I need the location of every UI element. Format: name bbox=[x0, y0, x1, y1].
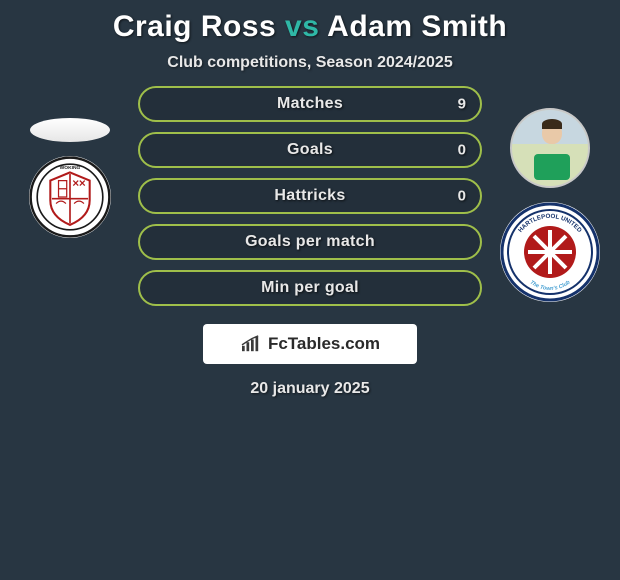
stat-label: Min per goal bbox=[261, 279, 359, 297]
stat-right-value: 9 bbox=[458, 96, 466, 113]
photo-hair bbox=[542, 119, 562, 129]
branding-text: FcTables.com bbox=[268, 334, 380, 354]
stat-label: Goals per match bbox=[245, 233, 375, 251]
player-a-club-crest: WOKING bbox=[29, 156, 111, 238]
svg-text:WOKING: WOKING bbox=[60, 165, 81, 171]
player-b-photo bbox=[510, 108, 590, 188]
comparison-row: WOKING Matches 9 Goals 0 Hattricks 0 Goa… bbox=[0, 86, 620, 398]
stats-column: Matches 9 Goals 0 Hattricks 0 Goals per … bbox=[130, 86, 490, 398]
page-title: Craig Ross vs Adam Smith bbox=[0, 0, 620, 48]
player-a-name: Craig Ross bbox=[113, 10, 276, 43]
stat-label: Goals bbox=[287, 141, 333, 159]
stat-bar-hattricks: Hattricks 0 bbox=[138, 178, 482, 214]
date-line: 20 january 2025 bbox=[138, 380, 482, 398]
stat-bar-mpg: Min per goal bbox=[138, 270, 482, 306]
vs-separator: vs bbox=[285, 10, 319, 43]
hartlepool-crest-icon: HARTLEPOOL UNITED The Town's Club bbox=[500, 202, 600, 302]
stat-bar-goals: Goals 0 bbox=[138, 132, 482, 168]
player-b-club-crest: HARTLEPOOL UNITED The Town's Club bbox=[500, 202, 600, 302]
fctables-chart-icon bbox=[240, 335, 262, 353]
photo-jersey bbox=[534, 154, 570, 180]
player-b-name: Adam Smith bbox=[327, 10, 507, 43]
stat-right-value: 0 bbox=[458, 142, 466, 159]
branding-box: FcTables.com bbox=[203, 324, 417, 364]
subtitle: Club competitions, Season 2024/2025 bbox=[0, 54, 620, 72]
stat-label: Hattricks bbox=[274, 187, 345, 205]
stat-right-value: 0 bbox=[458, 188, 466, 205]
player-a-photo bbox=[30, 118, 110, 142]
stat-bar-matches: Matches 9 bbox=[138, 86, 482, 122]
stat-label: Matches bbox=[277, 95, 343, 113]
right-column: HARTLEPOOL UNITED The Town's Club bbox=[490, 86, 610, 302]
woking-crest-icon: WOKING bbox=[29, 156, 111, 238]
left-column: WOKING bbox=[10, 86, 130, 238]
stat-bar-gpm: Goals per match bbox=[138, 224, 482, 260]
